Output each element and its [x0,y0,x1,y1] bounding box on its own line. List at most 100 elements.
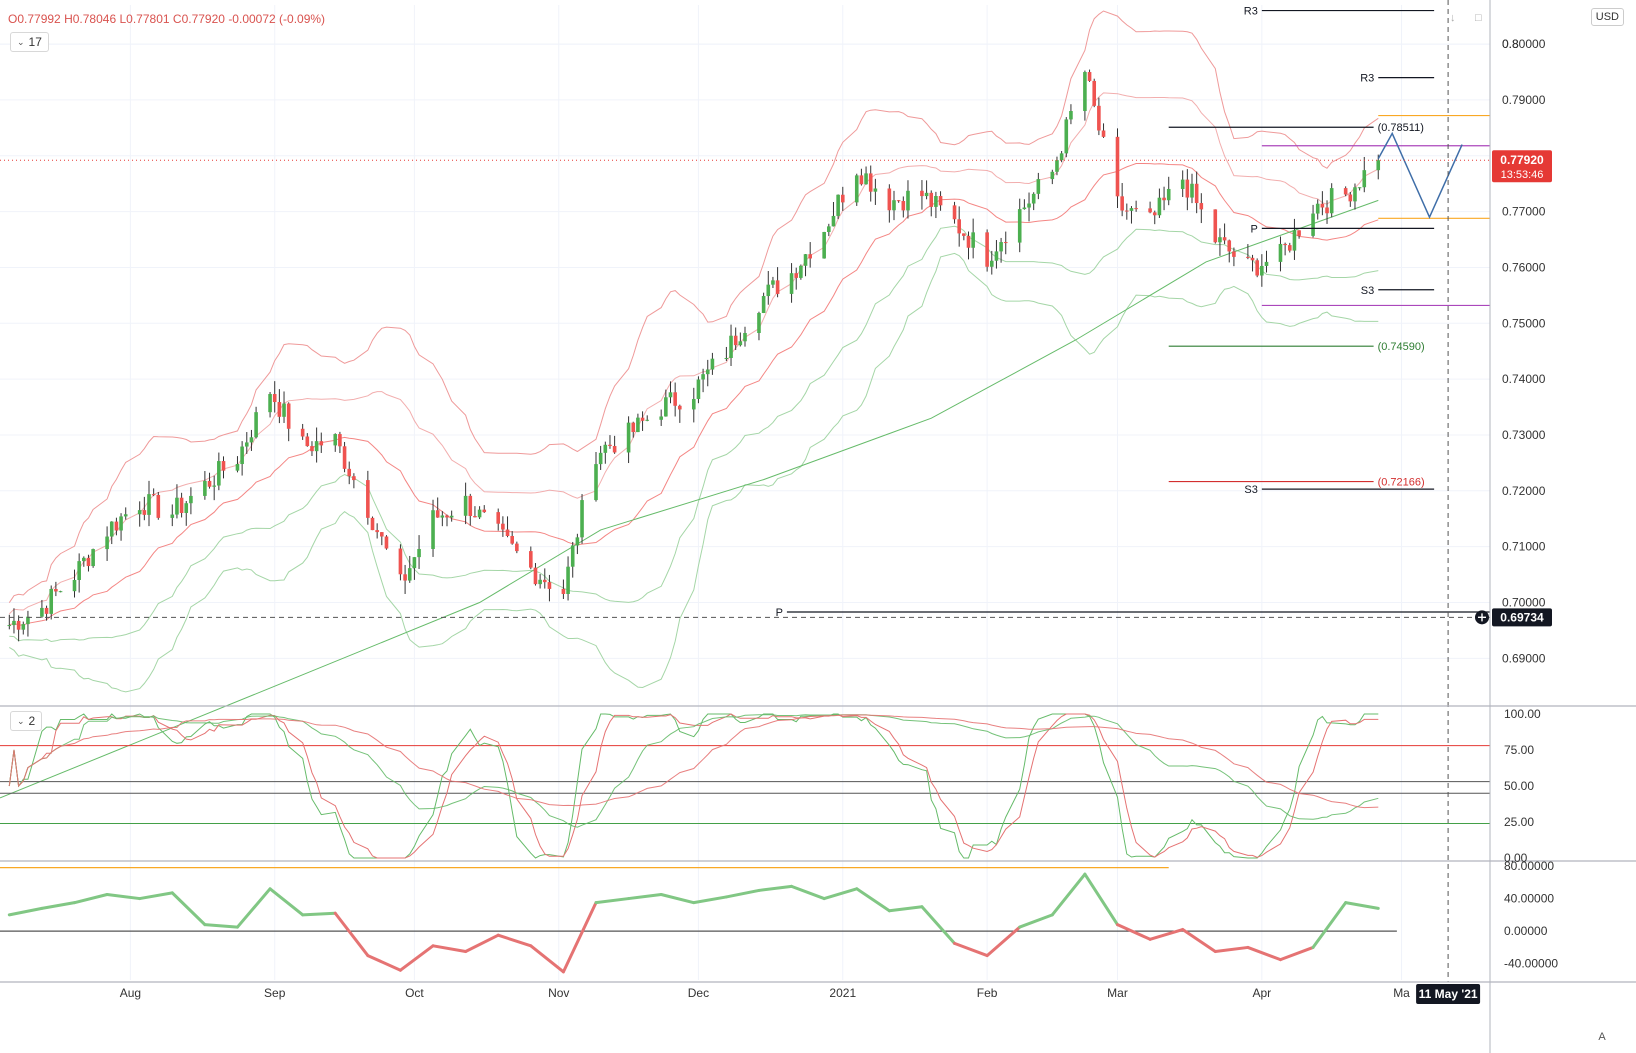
candle-body [58,591,63,593]
candle-body [696,379,701,399]
candle-body [1292,230,1297,251]
chevron-down-icon: ⌄ [17,36,25,47]
candle-body [82,557,86,562]
candle-body [310,446,314,452]
change-value: -0.00072 [228,12,276,26]
candle-body [1283,243,1287,246]
candle-body [957,219,961,234]
x-tick-label: Nov [548,986,569,1000]
momentum-segment [757,884,794,892]
x-tick-label: Oct [405,986,424,1000]
candle-body [640,417,645,421]
upper-inner-band [8,92,1379,615]
candle-body [338,434,342,447]
last-price-tag [1492,150,1552,183]
candle-body [1218,237,1222,243]
candle-body [733,335,738,346]
y-tick-label: 0.8 [1502,37,1519,51]
momentum-segment [1278,945,1315,962]
candle-body [510,535,514,544]
candle-body [1227,240,1232,252]
candle-body [212,485,216,487]
candle-body [1348,194,1353,202]
momentum-segment [431,944,468,953]
candle-body [114,521,119,531]
candle-body [1320,203,1325,208]
candle-body [417,548,421,558]
candle-body [743,332,747,342]
level-lines: R3 R3 P S3 S3 P (0.78511) (0.74590) (0.72166) [0,0,1490,982]
auto-scale-button[interactable]: A [1598,1031,1606,1043]
momentum-segment [398,944,435,972]
low-label: L [119,12,127,26]
candle-body [1027,203,1031,208]
candle-body [473,516,477,518]
candle-body [1246,256,1250,258]
maximize-icon[interactable]: □ [1475,12,1482,24]
candle-body [26,616,30,625]
momentum-segment [268,887,305,917]
momentum-segment [985,925,1022,958]
momentum-tick-label: 0.00000 [1504,924,1548,938]
momentum-segment [170,891,207,927]
candle-body [477,509,482,518]
momentum-segment [138,891,174,901]
candle-body [282,403,286,417]
candle-body [985,232,989,267]
candle-body [305,436,310,447]
candle-body [244,442,249,447]
candle-body [538,579,542,585]
candle-body [7,625,12,627]
candle-body [1148,208,1152,213]
momentum-segment [1148,928,1185,941]
candle-body [659,416,663,420]
candle-body [91,549,95,567]
candle-body [1022,207,1027,210]
currency-button[interactable]: USD [1590,8,1624,26]
candle-body [673,392,677,406]
candle-body [901,200,906,211]
y-tick-label: 0.71000 [1502,540,1546,554]
indicators-toggle[interactable]: ⌄ 17 [10,32,49,52]
candle-body [1315,203,1320,214]
momentum-segment [333,911,370,958]
countdown-label: 13:53:46 [1501,169,1544,181]
candle-body [854,175,859,203]
candle-body [678,405,682,410]
candle-body [1134,208,1138,210]
pane2-toggle[interactable]: ⌄ 2 [10,711,43,731]
candle-body [105,536,109,550]
candle-body [16,620,21,630]
candle-body [868,173,873,192]
candle-body [1222,237,1227,241]
price-tags: 0.77920 13:53:46 0.69734 11 May '21 [1416,150,1552,1004]
candle-body [924,192,929,197]
candle-body [203,480,207,496]
level-label: (0.78511) [1378,122,1424,134]
candle-body [207,480,212,487]
candle-body [822,231,826,259]
down-arrow-icon[interactable]: ↓ [1450,12,1456,24]
candle-body [827,226,831,232]
momentum-segment [920,905,957,945]
indicator-count: 17 [28,35,42,49]
candle-body [515,543,519,552]
momentum-segment [1181,928,1217,953]
crosshair-date-tag [1416,984,1481,1004]
candles [7,69,1381,642]
candle-body [151,494,156,496]
candle-body [1050,171,1055,180]
candle-body [1036,179,1041,194]
crosshair-price-label: 0.69734 [1500,610,1544,624]
momentum-segment [1311,901,1348,949]
momentum-segment [1246,945,1282,962]
candle-body [1232,251,1236,257]
candle-body [645,419,650,421]
x-tick-label: Mar [1107,986,1128,1000]
candle-body [286,403,291,429]
candle-body [384,536,389,549]
momentum-segment [1050,872,1087,917]
candle-body [1087,72,1092,81]
pivot-label: P [776,607,783,619]
